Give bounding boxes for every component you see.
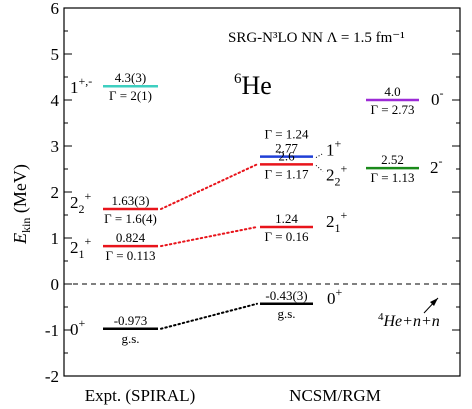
level-width-label: Γ = 0.16 bbox=[264, 229, 309, 244]
nucleus-label: 6He bbox=[234, 71, 272, 100]
level-jpi-parity: + bbox=[341, 161, 348, 175]
level-jpi-j: 0 bbox=[70, 320, 79, 339]
level-jpi-j: 2 bbox=[326, 165, 335, 184]
level-jpi-j: 2 bbox=[70, 193, 79, 212]
level-jpi-parity: - bbox=[439, 154, 443, 168]
nucleus-symbol: He bbox=[242, 71, 272, 100]
y-tick-label: 0 bbox=[51, 275, 60, 294]
level-jpi-label: 0+ bbox=[327, 285, 343, 308]
threshold-label-rest: He+n+n bbox=[383, 313, 440, 330]
connection-line bbox=[160, 302, 258, 330]
level-jpi-label: 1+,- bbox=[70, 74, 92, 97]
level-jpi-label: 21+ bbox=[70, 234, 92, 261]
level-width-label: Γ = 0.113 bbox=[105, 248, 155, 263]
level-width-label: Γ = 1.17 bbox=[264, 166, 309, 181]
nucleus-mass: 6 bbox=[234, 71, 242, 87]
level-jpi-index: 2 bbox=[79, 202, 85, 216]
y-tick-label: -2 bbox=[45, 367, 59, 386]
level-width-label: Γ = 2.73 bbox=[370, 102, 414, 117]
level-energy-label: 2.52 bbox=[381, 152, 404, 167]
level-jpi-label: 2- bbox=[430, 154, 443, 177]
level-energy-label: 4.3(3) bbox=[115, 70, 146, 85]
level-energy-label: -0.43(3) bbox=[265, 288, 307, 303]
level-energy-label: 1.63(3) bbox=[112, 193, 150, 208]
level-width-label: g.s. bbox=[121, 331, 139, 346]
y-axis-label-sub: kin bbox=[19, 218, 33, 233]
level-jpi-j: 0 bbox=[327, 289, 336, 308]
level-jpi-label: 1+ bbox=[326, 137, 342, 160]
leader-line bbox=[315, 165, 324, 172]
level-jpi-label: 22+ bbox=[326, 161, 348, 188]
level-jpi-j: 0 bbox=[431, 90, 440, 109]
level-jpi-index: 2 bbox=[335, 174, 341, 188]
level-jpi-parity: + bbox=[341, 208, 348, 222]
level-jpi-j: 2 bbox=[430, 158, 439, 177]
level-jpi-parity: + bbox=[335, 137, 342, 151]
threshold-label: 4He+n+n bbox=[378, 311, 440, 330]
level-jpi-parity: +,- bbox=[79, 74, 93, 88]
level-jpi-label: 0- bbox=[431, 86, 444, 109]
level-jpi-label: 0+ bbox=[70, 316, 86, 339]
threshold-label-mass: 4 bbox=[378, 311, 384, 323]
y-axis-label-unit: (MeV) bbox=[10, 164, 31, 217]
level-energy-label: 4.0 bbox=[384, 84, 400, 99]
column-label-expt: Expt. (SPIRAL) bbox=[85, 386, 196, 405]
text-group: SRG-N³LO NN Λ = 1.5 fm⁻¹ 6He Ekin (MeV) … bbox=[10, 30, 444, 405]
y-tick-label: 5 bbox=[51, 45, 60, 64]
threshold-arrow-head bbox=[430, 298, 438, 306]
level-energy-label: 1.24 bbox=[275, 211, 298, 226]
level-width-label: Γ = 1.6(4) bbox=[104, 211, 157, 226]
level-energy-label: 2.6 bbox=[278, 148, 295, 163]
leader-line bbox=[315, 153, 324, 159]
connection-lines-group bbox=[160, 163, 258, 330]
level-jpi-j: 2 bbox=[326, 212, 335, 231]
levels-group bbox=[103, 84, 419, 331]
level-jpi-j: 2 bbox=[70, 238, 79, 257]
y-tick-label: 6 bbox=[51, 0, 60, 18]
y-axis-label: Ekin (MeV) bbox=[10, 164, 33, 245]
level-jpi-j: 1 bbox=[70, 78, 79, 97]
connection-line bbox=[160, 163, 258, 211]
y-axis-label-main: E bbox=[10, 233, 30, 245]
chart-header: SRG-N³LO NN Λ = 1.5 fm⁻¹ bbox=[228, 30, 405, 46]
level-jpi-parity: + bbox=[79, 316, 86, 330]
level-jpi-parity: + bbox=[85, 189, 92, 203]
y-tick-label: 3 bbox=[51, 137, 60, 156]
level-jpi-index: 1 bbox=[79, 247, 85, 261]
level-energy-label: 2.77 bbox=[275, 141, 298, 156]
level-energy-label: 0.824 bbox=[116, 230, 146, 245]
column-label-ncsm: NCSM/RGM bbox=[289, 386, 381, 405]
connection-line bbox=[160, 225, 258, 248]
level-width-label: Γ = 1.13 bbox=[370, 170, 414, 185]
y-tick-label: -1 bbox=[45, 321, 59, 340]
level-width-label: Γ = 1.24 bbox=[264, 127, 309, 142]
level-jpi-parity: + bbox=[85, 234, 92, 248]
y-tick-label: 2 bbox=[51, 183, 60, 202]
level-width-label: Γ = 2(1) bbox=[109, 88, 152, 103]
level-jpi-parity: + bbox=[336, 285, 343, 299]
level-energy-label: -0.973 bbox=[114, 313, 148, 328]
level-width-label: g.s. bbox=[277, 306, 295, 321]
y-tick-label: 1 bbox=[51, 229, 60, 248]
level-jpi-label: 22+ bbox=[70, 189, 92, 216]
level-jpi-label: 21+ bbox=[326, 208, 348, 235]
level-jpi-parity: - bbox=[440, 86, 444, 100]
level-jpi-j: 1 bbox=[326, 141, 335, 160]
level-jpi-index: 1 bbox=[335, 221, 341, 235]
y-tick-label: 4 bbox=[51, 91, 60, 110]
